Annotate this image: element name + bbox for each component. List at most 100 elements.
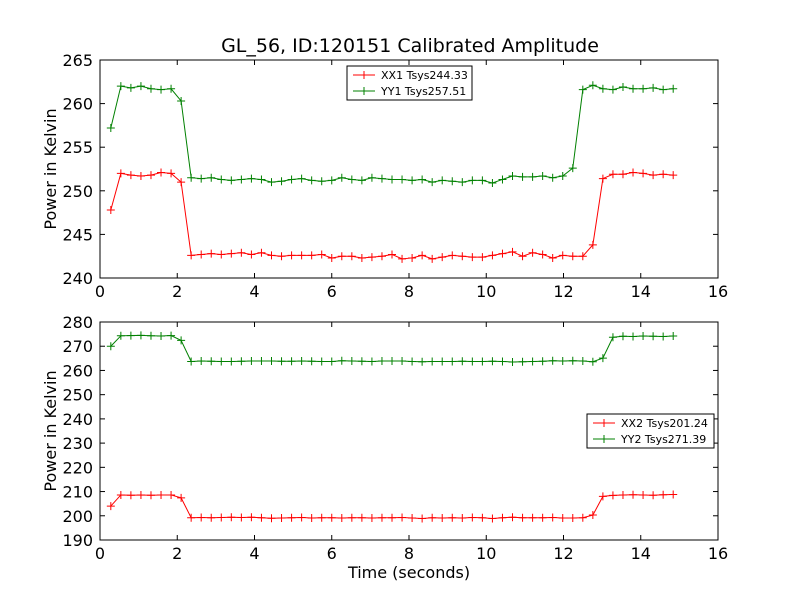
y-tick-label: 280 <box>62 313 93 332</box>
data-point <box>297 174 306 183</box>
y-tick-label: 240 <box>62 269 93 288</box>
data-point <box>649 83 658 92</box>
x-tick-label: 8 <box>404 282 414 301</box>
data-point <box>428 254 437 263</box>
data-point <box>388 356 397 365</box>
data-point <box>277 252 286 261</box>
data-point <box>157 490 166 499</box>
data-point <box>629 490 638 499</box>
data-point <box>528 172 537 181</box>
data-point <box>548 356 557 365</box>
legend-label: YY1 Tsys257.51 <box>380 85 466 98</box>
legend: XX2 Tsys201.24 YY2 Tsys271.39 <box>586 413 715 449</box>
data-point <box>418 251 427 260</box>
data-point <box>297 251 306 260</box>
data-point <box>669 332 678 341</box>
data-point <box>428 357 437 366</box>
data-point <box>217 175 226 184</box>
data-point <box>468 357 477 366</box>
data-point <box>187 357 196 366</box>
data-point <box>357 357 366 366</box>
data-point <box>558 171 567 180</box>
data-point <box>618 490 627 499</box>
data-point <box>146 171 155 180</box>
data-point <box>629 332 638 341</box>
x-tick-label: 10 <box>476 544 496 563</box>
data-point <box>538 357 547 366</box>
data-point <box>267 178 276 187</box>
data-point <box>568 513 577 522</box>
y-axis-label: Power in Kelvin <box>41 108 60 229</box>
y-tick-label: 200 <box>62 507 93 526</box>
data-point <box>377 174 386 183</box>
data-point <box>468 253 477 262</box>
data-point <box>157 168 166 177</box>
data-point <box>538 171 547 180</box>
data-point <box>388 513 397 522</box>
x-tick-label: 10 <box>476 282 496 301</box>
data-point <box>347 513 356 522</box>
data-point <box>548 513 557 522</box>
data-point <box>136 171 145 180</box>
data-point <box>608 333 617 342</box>
data-point <box>388 175 397 184</box>
data-point <box>237 513 246 522</box>
data-point <box>217 513 226 522</box>
data-point <box>327 357 336 366</box>
x-tick-label: 0 <box>95 282 105 301</box>
data-point <box>538 250 547 259</box>
data-point <box>337 173 346 182</box>
series-1 <box>106 490 678 523</box>
x-tick-label: 8 <box>404 544 414 563</box>
data-point <box>659 170 668 179</box>
data-point <box>257 513 266 522</box>
x-tick-label: 4 <box>249 282 259 301</box>
data-point <box>167 169 176 178</box>
y-tick-label: 250 <box>62 386 93 405</box>
data-point <box>578 513 587 522</box>
data-point <box>388 250 397 259</box>
data-point <box>438 253 447 262</box>
y-tick-label: 260 <box>62 95 93 114</box>
data-point <box>197 174 206 183</box>
data-point <box>357 513 366 522</box>
data-point <box>287 251 296 260</box>
data-point <box>347 252 356 261</box>
data-point <box>558 513 567 522</box>
data-point <box>187 173 196 182</box>
data-point <box>578 356 587 365</box>
data-point <box>448 357 457 366</box>
data-point <box>448 513 457 522</box>
data-point <box>588 81 597 90</box>
data-point <box>418 357 427 366</box>
data-point <box>146 84 155 93</box>
data-point <box>408 253 417 262</box>
data-point <box>669 171 678 180</box>
data-point <box>398 254 407 263</box>
data-point <box>317 250 326 259</box>
legend-frame <box>346 65 473 101</box>
data-point <box>558 356 567 365</box>
data-point <box>106 205 115 214</box>
data-point <box>227 249 236 258</box>
data-point <box>468 176 477 185</box>
y-tick-label: 210 <box>62 483 93 502</box>
data-point <box>639 169 648 178</box>
data-point <box>508 171 517 180</box>
legend-label: XX1 Tsys244.33 <box>381 69 468 82</box>
data-point <box>217 250 226 259</box>
x-tick-label: 2 <box>172 544 182 563</box>
data-point <box>618 332 627 341</box>
data-point <box>659 85 668 94</box>
data-point <box>629 84 638 93</box>
data-point <box>598 492 607 501</box>
data-point <box>498 513 507 522</box>
data-point <box>568 252 577 261</box>
data-point <box>207 173 216 182</box>
data-point <box>367 357 376 366</box>
data-point <box>146 491 155 500</box>
x-tick-label: 16 <box>708 282 728 301</box>
x-tick-label: 12 <box>553 544 573 563</box>
y-tick-label: 270 <box>62 337 93 356</box>
data-point <box>458 252 467 261</box>
